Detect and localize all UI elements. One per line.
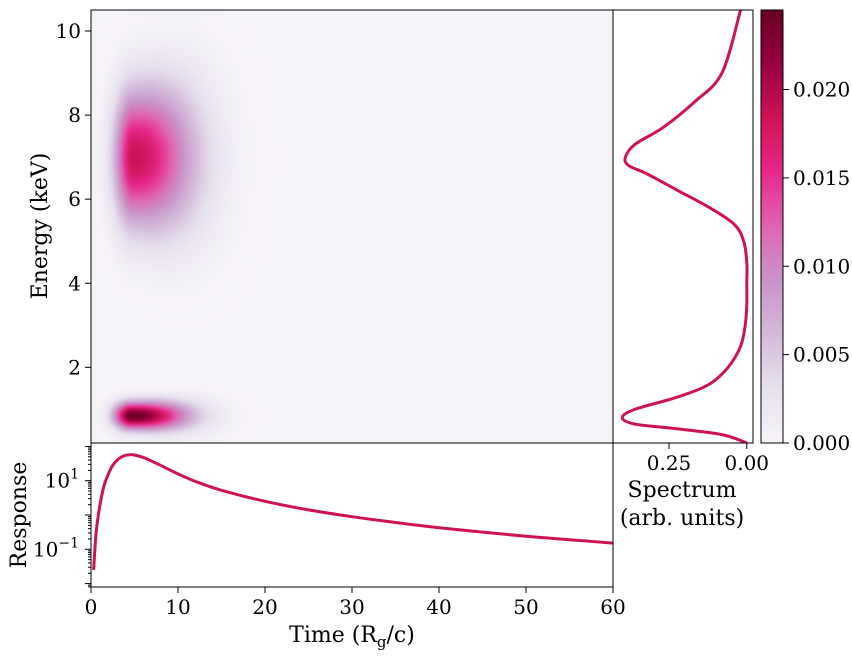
heatmap-y-tick-label-4: 10: [56, 19, 81, 43]
spectrum-x-axis-label-line1: Spectrum: [628, 478, 737, 503]
spectrum-x-tick-label-1: 0.00: [725, 451, 770, 475]
spectrum-x-tick-label-0: 0.25: [647, 451, 692, 475]
heatmap-y-axis-label: Energy (keV): [28, 153, 53, 300]
response-x-tick-label-1: 10: [165, 595, 190, 619]
colorbar-tick-label-3: 0.015: [793, 166, 850, 190]
response-x-tick-label-4: 40: [426, 595, 451, 619]
response-panel: 0 10 20 30 40 50 60 101 10−1 Response Time (Rg/…: [7, 442, 626, 651]
response-y-tick-label-1: 10−1: [33, 535, 79, 561]
response-y-ticks: 101 10−1: [33, 445, 91, 588]
response-y-tick-label-0: 101: [45, 467, 79, 493]
colorbar: 0.000 0.005 0.010 0.015 0.020: [760, 9, 850, 455]
response-y-axis-label: Response: [7, 462, 32, 569]
heatmap-y-tick-label-2: 6: [68, 187, 81, 211]
heatmap-y-tick-label-3: 8: [68, 103, 81, 127]
colorbar-tick-label-0: 0.000: [793, 431, 850, 455]
colorbar-fill: [761, 10, 783, 443]
response-y-tick-exponent-0: 1: [70, 467, 79, 483]
response-x-tick-label-3: 30: [339, 595, 364, 619]
heatmap-y-tick-label-1: 4: [68, 271, 81, 295]
colorbar-frame: [760, 9, 784, 444]
response-x-ticks: 0 10 20 30 40 50 60: [85, 587, 626, 619]
spectrum-panel: 0.25 0.00 Spectrum (arb. units): [612, 9, 769, 531]
heatmap-image: [91, 10, 613, 443]
response-x-axis-label: Time (Rg/c): [289, 623, 415, 651]
heatmap-y-ticks: 2 4 6 8 10: [56, 19, 91, 379]
spectrum-frame: [612, 9, 754, 444]
response-x-tick-label-0: 0: [85, 595, 98, 619]
response-y-tick-exponent-1: −1: [58, 535, 79, 551]
colorbar-tick-label-1: 0.005: [793, 343, 850, 367]
spectrum-x-axis-label-line2: (arb. units): [620, 506, 744, 531]
colorbar-tick-label-2: 0.010: [793, 254, 850, 278]
spectrum-x-ticks: 0.25 0.00: [647, 443, 769, 475]
response-x-tick-label-6: 60: [600, 595, 625, 619]
colorbar-ticks: 0.000 0.005 0.010 0.015 0.020: [783, 78, 850, 455]
response-frame: [90, 442, 614, 588]
response-line: [92, 453, 613, 570]
heatmap-y-tick-label-0: 2: [68, 355, 81, 379]
response-background: [91, 443, 613, 587]
spectrum-line: [620, 10, 749, 443]
heatmap-panel: 2 4 6 8 10 Energy (keV): [28, 9, 614, 444]
response-x-tick-label-5: 50: [513, 595, 538, 619]
colorbar-tick-label-4: 0.020: [793, 78, 850, 102]
response-x-tick-label-2: 20: [252, 595, 277, 619]
spectrum-background: [613, 10, 753, 443]
